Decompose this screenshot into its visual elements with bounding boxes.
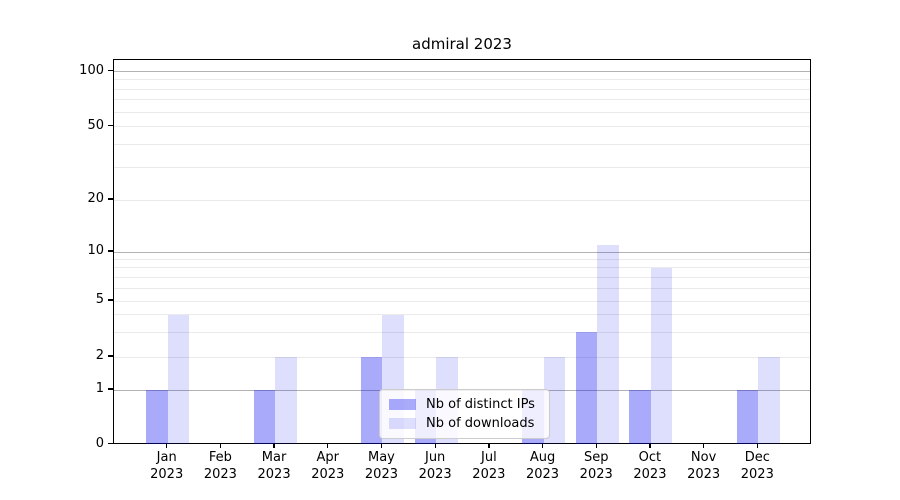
bar-distinct-ips bbox=[146, 390, 168, 444]
x-tick-mark bbox=[595, 444, 597, 448]
x-tick-mark bbox=[273, 444, 275, 448]
minor-gridline bbox=[114, 99, 810, 101]
x-tick-label: Nov 2023 bbox=[687, 450, 721, 482]
y-tick-mark bbox=[108, 69, 113, 72]
chart-title: admiral 2023 bbox=[412, 35, 512, 53]
x-tick-mark bbox=[166, 444, 168, 448]
legend-item: Nb of downloads bbox=[389, 416, 540, 432]
y-tick-mark bbox=[108, 124, 113, 127]
x-tick-mark bbox=[327, 444, 329, 448]
bar-distinct-ips bbox=[736, 390, 759, 444]
legend-item: Nb of distinct IPs bbox=[389, 397, 540, 413]
x-tick-label: Mar 2023 bbox=[257, 450, 291, 482]
major-gridline bbox=[114, 251, 810, 253]
y-tick-label: 50 bbox=[87, 117, 104, 133]
x-tick-label: Aug 2023 bbox=[525, 450, 560, 482]
minor-gridline bbox=[114, 287, 810, 289]
minor-gridline bbox=[114, 88, 810, 90]
x-tick-mark bbox=[488, 444, 490, 448]
minor-gridline bbox=[114, 143, 810, 145]
minor-gridline bbox=[114, 199, 810, 201]
x-tick-mark bbox=[703, 444, 705, 448]
minor-gridline bbox=[114, 166, 810, 168]
x-tick-label: Jan 2023 bbox=[150, 450, 184, 482]
minor-gridline bbox=[114, 300, 810, 302]
x-tick-label: Jun 2023 bbox=[418, 450, 452, 482]
x-tick-label: Oct 2023 bbox=[633, 450, 667, 482]
y-tick-label: 2 bbox=[95, 348, 104, 363]
minor-gridline bbox=[114, 267, 810, 269]
y-tick-label: 20 bbox=[87, 191, 104, 206]
major-gridline bbox=[114, 71, 810, 72]
y-tick-mark bbox=[108, 198, 113, 200]
y-tick-mark bbox=[108, 299, 113, 301]
x-tick-mark bbox=[434, 444, 436, 448]
x-tick-label: Feb 2023 bbox=[203, 450, 237, 482]
bar-downloads bbox=[167, 314, 190, 444]
y-tick-label: 1 bbox=[95, 381, 104, 396]
legend-label: Nb of downloads bbox=[426, 415, 535, 431]
y-tick-label: 10 bbox=[87, 243, 104, 258]
x-tick-label: May 2023 bbox=[364, 450, 398, 482]
bar-downloads bbox=[758, 357, 780, 444]
bar-distinct-ips bbox=[253, 390, 276, 444]
minor-gridline bbox=[114, 356, 810, 358]
x-tick-mark bbox=[541, 444, 544, 448]
legend: Nb of distinct IPs Nb of downloads bbox=[379, 389, 550, 439]
minor-gridline bbox=[114, 314, 810, 316]
minor-gridline bbox=[114, 331, 810, 333]
plot-area: Nb of distinct IPs Nb of downloads bbox=[113, 59, 811, 444]
x-tick-mark bbox=[756, 444, 758, 448]
y-tick-label: 100 bbox=[79, 62, 104, 78]
bar-downloads bbox=[275, 357, 297, 444]
x-tick-mark bbox=[380, 444, 383, 448]
x-tick-mark bbox=[219, 444, 222, 448]
x-tick-label: Sep 2023 bbox=[579, 450, 613, 482]
y-tick-mark bbox=[108, 388, 113, 390]
x-tick-label: Dec 2023 bbox=[740, 450, 774, 482]
y-tick-label: 0 bbox=[95, 435, 104, 451]
y-tick-mark bbox=[108, 250, 113, 252]
minor-gridline bbox=[114, 111, 810, 113]
bar-distinct-ips bbox=[575, 332, 598, 444]
bar-downloads bbox=[650, 267, 673, 444]
y-tick-label: 5 bbox=[95, 292, 104, 307]
legend-swatch-downloads bbox=[389, 418, 416, 429]
y-tick-mark bbox=[108, 442, 113, 445]
minor-gridline bbox=[114, 79, 810, 81]
bar-downloads bbox=[597, 244, 619, 444]
x-tick-mark bbox=[649, 444, 651, 448]
legend-swatch-distinct-ips bbox=[389, 399, 416, 410]
minor-gridline bbox=[114, 126, 810, 127]
y-tick-mark bbox=[108, 355, 113, 357]
minor-gridline bbox=[114, 258, 810, 260]
minor-gridline bbox=[114, 276, 810, 278]
x-tick-label: Jul 2023 bbox=[472, 450, 506, 482]
legend-label: Nb of distinct IPs bbox=[426, 396, 535, 412]
x-tick-label: Apr 2023 bbox=[311, 450, 345, 482]
bar-distinct-ips bbox=[360, 357, 383, 444]
bar-distinct-ips bbox=[629, 390, 651, 444]
